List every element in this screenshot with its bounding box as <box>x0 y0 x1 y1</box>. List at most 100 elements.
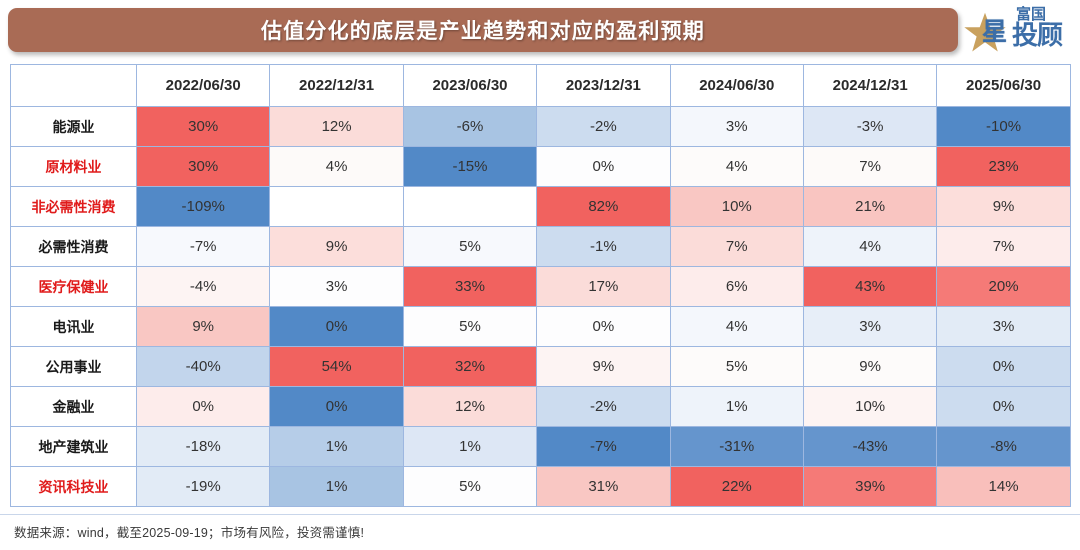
row-label-7: 公用事业 <box>10 346 137 387</box>
heatmap-cell: 0% <box>269 386 404 427</box>
heatmap-cell: 9% <box>269 226 404 267</box>
row-label-5: 医疗保健业 <box>10 266 137 307</box>
heatmap-cell: 9% <box>802 346 938 387</box>
heatmap-cell: 0% <box>936 346 1071 387</box>
column-header-5: 2024/06/30 <box>669 64 804 107</box>
row-label-8: 金融业 <box>10 386 137 427</box>
heatmap-cell: 9% <box>536 346 671 387</box>
heatmap-cell: 22% <box>669 466 804 507</box>
heatmap-cell: 5% <box>402 306 538 347</box>
table-corner-cell <box>10 64 137 107</box>
heatmap-cell: 0% <box>936 386 1071 427</box>
table-row: 医疗保健业 -4% 3% 33% 17% 6% 43% 20% <box>10 266 1071 307</box>
heatmap-cell: -18% <box>135 426 271 467</box>
heatmap-cell: -7% <box>536 426 671 467</box>
heatmap-cell: 9% <box>135 306 271 347</box>
row-label-3: 非必需性消费 <box>10 186 137 227</box>
table-row: 非必需性消费 -109% 82% 10% 21% 9% <box>10 186 1071 227</box>
heatmap-cell: 4% <box>669 146 804 187</box>
heatmap-cell: 7% <box>669 226 804 267</box>
row-label-1: 能源业 <box>10 106 137 147</box>
column-header-1: 2022/06/30 <box>135 64 271 107</box>
heatmap-cell: 30% <box>135 146 271 187</box>
heatmap-cell: -8% <box>936 426 1071 467</box>
heatmap-cell: -6% <box>402 106 538 147</box>
heatmap-cell: 4% <box>802 226 938 267</box>
row-label-10: 资讯科技业 <box>10 466 137 507</box>
heatmap-cell: 7% <box>802 146 938 187</box>
heatmap-cell: -10% <box>936 106 1071 147</box>
heatmap-cell: 0% <box>536 306 671 347</box>
star-icon <box>964 12 1006 52</box>
heatmap-cell: 6% <box>669 266 804 307</box>
heatmap-cell: 31% <box>536 466 671 507</box>
heatmap-cell: 17% <box>536 266 671 307</box>
title-banner: 估值分化的底层是产业趋势和对应的盈利预期 <box>8 8 958 52</box>
column-header-2: 2022/12/31 <box>269 64 404 107</box>
heatmap-cell: 4% <box>669 306 804 347</box>
heatmap-cell: 3% <box>269 266 404 307</box>
heatmap-cell: 32% <box>402 346 538 387</box>
heatmap-table-container: 2022/06/30 2022/12/31 2023/06/30 2023/12/31… <box>10 64 1071 507</box>
heatmap-cell: -15% <box>402 146 538 187</box>
table-row: 资讯科技业 -19% 1% 5% 31% 22% 39% 14% <box>10 466 1071 507</box>
heatmap-cell: 43% <box>802 266 938 307</box>
column-header-3: 2023/06/30 <box>402 64 538 107</box>
heatmap-cell: 1% <box>402 426 538 467</box>
table-body: 能源业 30% 12% -6% -2% 3% -3% -10% 原材料业 30% 4% -15% 0% 4… <box>10 106 1071 507</box>
heatmap-cell: 21% <box>802 186 938 227</box>
table-row: 必需性消费 -7% 9% 5% -1% 7% 4% 7% <box>10 226 1071 267</box>
heatmap-cell: -2% <box>536 386 671 427</box>
heatmap-cell: -43% <box>802 426 938 467</box>
table-header-row: 2022/06/30 2022/12/31 2023/06/30 2023/12/31… <box>10 64 1071 107</box>
heatmap-cell: 7% <box>936 226 1071 267</box>
heatmap-cell <box>269 186 404 227</box>
heatmap-cell: 5% <box>402 226 538 267</box>
heatmap-cell: 1% <box>269 466 404 507</box>
column-header-4: 2023/12/31 <box>536 64 671 107</box>
brand-xing-char: 星 <box>982 18 1008 46</box>
heatmap-cell: 14% <box>936 466 1071 507</box>
brand-bottom-text: 投顾 <box>1012 20 1063 50</box>
heatmap-cell: 82% <box>536 186 671 227</box>
row-label-6: 电讯业 <box>10 306 137 347</box>
heatmap-cell: 3% <box>802 306 938 347</box>
heatmap-cell: -19% <box>135 466 271 507</box>
page-title: 估值分化的底层是产业趋势和对应的盈利预期 <box>261 20 705 43</box>
brand-logo: 星 富国 投顾 <box>962 3 1078 57</box>
heatmap-cell: 0% <box>269 306 404 347</box>
heatmap-cell: -7% <box>135 226 271 267</box>
heatmap-cell: 12% <box>402 386 538 427</box>
column-header-6: 2024/12/31 <box>802 64 938 107</box>
row-label-2: 原材料业 <box>10 146 137 187</box>
heatmap-cell: -109% <box>135 186 271 227</box>
heatmap-cell: 9% <box>936 186 1071 227</box>
heatmap-cell: -40% <box>135 346 271 387</box>
valuation-heatmap-table: 2022/06/30 2022/12/31 2023/06/30 2023/12/31… <box>10 64 1071 507</box>
heatmap-cell: 1% <box>669 386 804 427</box>
heatmap-cell: 54% <box>269 346 404 387</box>
heatmap-cell: 3% <box>936 306 1071 347</box>
heatmap-cell: 33% <box>402 266 538 307</box>
table-row: 金融业 0% 0% 12% -2% 1% 10% 0% <box>10 386 1071 427</box>
heatmap-cell: 4% <box>269 146 404 187</box>
heatmap-cell: -31% <box>669 426 804 467</box>
heatmap-cell: 3% <box>669 106 804 147</box>
table-row: 能源业 30% 12% -6% -2% 3% -3% -10% <box>10 106 1071 147</box>
heatmap-cell: 12% <box>269 106 404 147</box>
heatmap-cell: -2% <box>536 106 671 147</box>
slide-header: 估值分化的底层是产业趋势和对应的盈利预期 星 富国 投顾 <box>0 0 1080 60</box>
heatmap-cell: -3% <box>802 106 938 147</box>
heatmap-cell: 30% <box>135 106 271 147</box>
heatmap-cell: 1% <box>269 426 404 467</box>
table-row: 原材料业 30% 4% -15% 0% 4% 7% 23% <box>10 146 1071 187</box>
heatmap-cell: 5% <box>669 346 804 387</box>
row-label-4: 必需性消费 <box>10 226 137 267</box>
heatmap-cell: -4% <box>135 266 271 307</box>
footer-divider <box>0 514 1080 515</box>
heatmap-cell: 10% <box>669 186 804 227</box>
table-row: 电讯业 9% 0% 5% 0% 4% 3% 3% <box>10 306 1071 347</box>
table-row: 地产建筑业 -18% 1% 1% -7% -31% -43% -8% <box>10 426 1071 467</box>
heatmap-cell <box>402 186 538 227</box>
